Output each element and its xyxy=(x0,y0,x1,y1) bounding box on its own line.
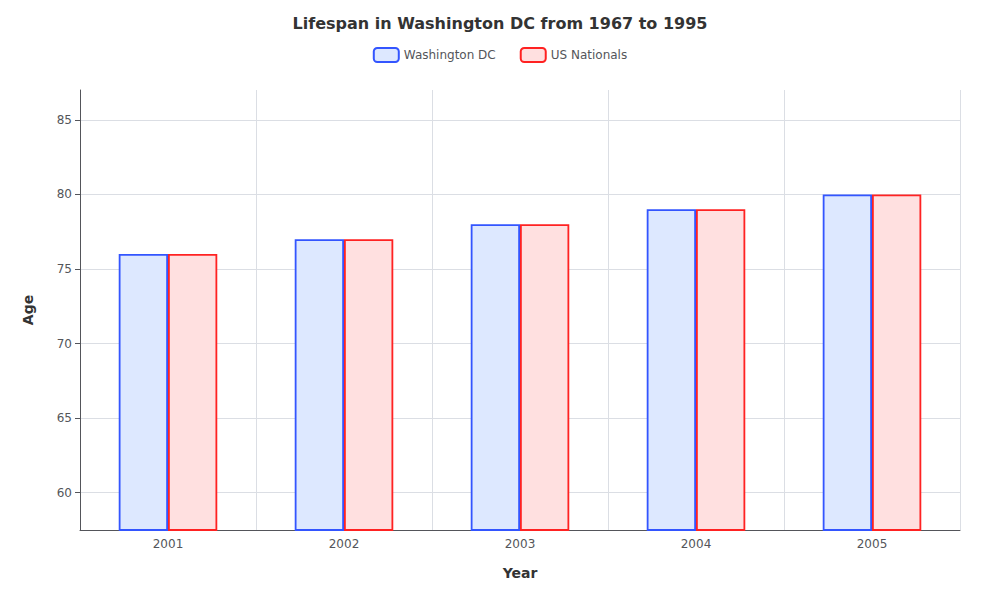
svg-text:Age: Age xyxy=(20,295,36,325)
svg-text:60: 60 xyxy=(57,486,72,500)
svg-text:75: 75 xyxy=(57,262,72,276)
svg-text:65: 65 xyxy=(57,411,72,425)
svg-text:2001: 2001 xyxy=(153,537,184,551)
svg-text:2004: 2004 xyxy=(681,537,712,551)
svg-text:85: 85 xyxy=(57,113,72,127)
svg-text:2003: 2003 xyxy=(505,537,536,551)
svg-text:Year: Year xyxy=(502,565,538,581)
svg-text:2002: 2002 xyxy=(329,537,360,551)
svg-text:Washington DC: Washington DC xyxy=(404,48,496,62)
svg-text:US Nationals: US Nationals xyxy=(551,48,627,62)
svg-text:2005: 2005 xyxy=(857,537,888,551)
svg-text:70: 70 xyxy=(57,337,72,351)
svg-text:Lifespan in Washington DC from: Lifespan in Washington DC from 1967 to 1… xyxy=(293,14,708,33)
svg-text:80: 80 xyxy=(57,187,72,201)
